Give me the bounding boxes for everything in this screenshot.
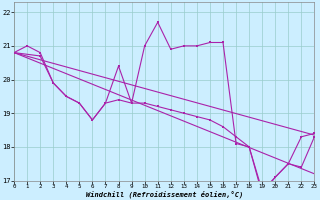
X-axis label: Windchill (Refroidissement éolien,°C): Windchill (Refroidissement éolien,°C) [86, 190, 243, 198]
